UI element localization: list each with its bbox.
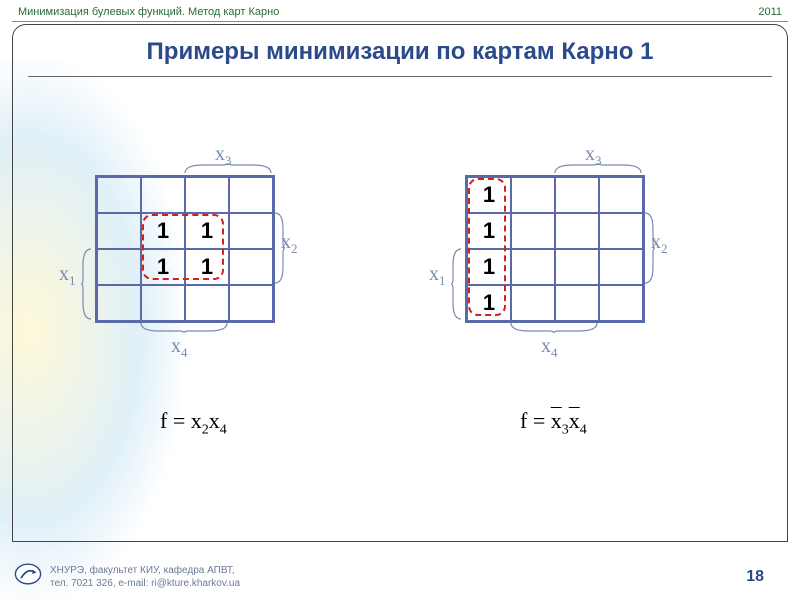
- header: Минимизация булевых функций. Метод карт …: [18, 6, 782, 18]
- kmap-left-x3-brace: [183, 163, 273, 175]
- kmap-cell: [555, 177, 599, 213]
- kmap-cell: 1: [467, 285, 511, 321]
- kmap-cell: [229, 285, 273, 321]
- kmap-cell: 1: [467, 177, 511, 213]
- page-number: 18: [746, 568, 764, 586]
- kmap-left-x1-label: x1: [59, 263, 76, 289]
- kmap-right: 1111 x1 x2 x3 x4: [465, 175, 645, 323]
- kmap-cell: [229, 213, 273, 249]
- kmap-left-formula: f = x2x4: [160, 408, 227, 438]
- kmap-cell: [555, 213, 599, 249]
- kmap-left-x2-brace: [273, 211, 285, 285]
- org-logo: [14, 560, 42, 588]
- kmap-cell: [97, 177, 141, 213]
- kmap-cell: 1: [141, 213, 185, 249]
- kmap-cell: 1: [467, 249, 511, 285]
- kmap-cell: [229, 177, 273, 213]
- kmap-right-grid: 1111: [465, 175, 645, 323]
- kmap-cell: [97, 285, 141, 321]
- slide-title: Примеры минимизации по картам Карно 1: [0, 38, 800, 66]
- footer: ХНУРЭ, факультет КИУ, кафедра АПВТ, тел.…: [50, 564, 240, 590]
- kmap-cell: [229, 249, 273, 285]
- kmap-left-x1-brace: [81, 247, 93, 321]
- kmap-cell: [511, 213, 555, 249]
- kmap-right-x4-label: x4: [541, 335, 558, 361]
- kmap-cell: [141, 285, 185, 321]
- kmap-right-x1-label: x1: [429, 263, 446, 289]
- header-left: Минимизация булевых функций. Метод карт …: [18, 6, 279, 18]
- kmap-cell: [141, 177, 185, 213]
- kmap-cell: [185, 177, 229, 213]
- kmap-cell: [97, 249, 141, 285]
- kmap-cell: [185, 285, 229, 321]
- kmap-left-grid: 1111: [95, 175, 275, 323]
- header-rule: [12, 21, 788, 22]
- kmap-right-formula: f = x3x4: [520, 408, 587, 438]
- kmap-cell: [511, 249, 555, 285]
- kmap-cell: 1: [467, 213, 511, 249]
- kmap-cell: [599, 177, 643, 213]
- kmap-cell: [511, 285, 555, 321]
- kmap-cell: 1: [141, 249, 185, 285]
- kmap-cell: [599, 213, 643, 249]
- title-rule: [28, 76, 772, 77]
- kmap-left-x4-label: x4: [171, 335, 188, 361]
- kmap-cell: [555, 249, 599, 285]
- header-right: 2011: [758, 6, 782, 18]
- kmap-cell: [97, 213, 141, 249]
- kmap-cell: [555, 285, 599, 321]
- kmap-left-x4-brace: [139, 321, 229, 333]
- kmap-right-x1-brace: [451, 247, 463, 321]
- kmap-right-x4-brace: [509, 321, 599, 333]
- kmap-cell: [511, 177, 555, 213]
- kmap-right-x3-brace: [553, 163, 643, 175]
- kmap-cell: [599, 249, 643, 285]
- kmap-right-x2-brace: [643, 211, 655, 285]
- footer-line2: тел. 7021 326, e-mail: ri@kture.kharkov.…: [50, 577, 240, 590]
- footer-line1: ХНУРЭ, факультет КИУ, кафедра АПВТ,: [50, 564, 240, 577]
- kmap-cell: [599, 285, 643, 321]
- kmap-cell: 1: [185, 249, 229, 285]
- kmap-cell: 1: [185, 213, 229, 249]
- kmap-left: 1111 x1 x2 x3 x4: [95, 175, 275, 323]
